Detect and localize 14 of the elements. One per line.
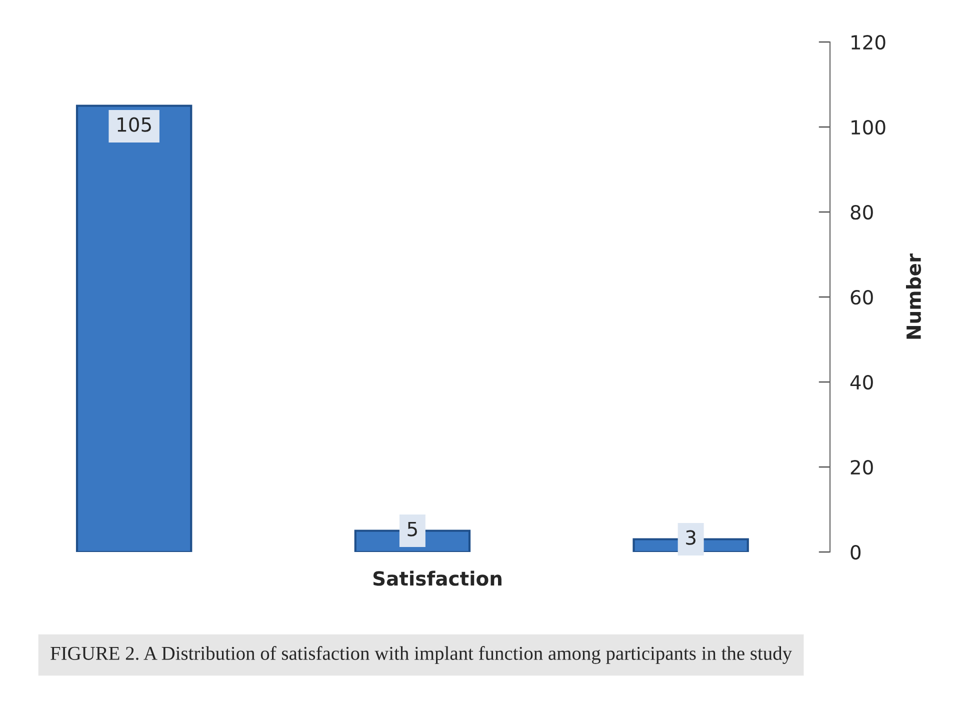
y-tick-label: 100 — [852, 120, 886, 135]
data-label: 105 — [118, 117, 151, 132]
bar — [76, 104, 192, 552]
y-tick-label: 40 — [850, 374, 873, 390]
y-axis-title: Number — [906, 254, 922, 339]
y-tick-label: 20 — [850, 460, 873, 475]
data-label: 5 — [408, 522, 417, 536]
data-label: 3 — [686, 530, 696, 545]
y-tick-label: 60 — [850, 290, 873, 305]
y-tick-label: 80 — [850, 204, 873, 220]
y-tick-label: 120 — [852, 34, 886, 50]
caption: FIGURE 2. A Distribution of satisfaction with implant function among participants in the study — [50, 646, 792, 664]
y-tick-label: 0 — [850, 544, 861, 560]
x-axis-title: Satisfaction — [373, 570, 502, 586]
